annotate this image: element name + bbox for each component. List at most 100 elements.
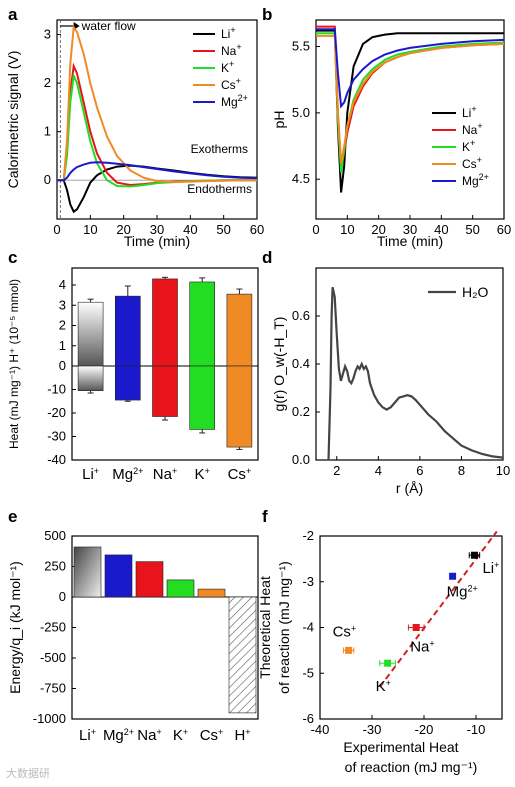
chart-f: -40 -30 -20 -10 -2 -3 -4 -5 -6 Li+Mg2+ Na+ K+ Cs+ Exp… xyxy=(257,528,503,775)
f-xtick-label: -10 xyxy=(467,722,486,737)
chart-d: 2 4 6 8 10 0.0 0.2 0.4 0.6 H₂O r (Å) g(r) O_w(-H_T) xyxy=(271,267,510,496)
a-xtick-label: 40 xyxy=(183,222,197,237)
b-series-Cs xyxy=(316,34,505,164)
a-ytick-label: 0 xyxy=(44,172,51,187)
a-legend-label-Li: Li+ xyxy=(221,25,236,41)
e-bar-Cs xyxy=(197,588,226,598)
panel-label-e: e xyxy=(8,507,17,526)
e-ytick-label: 250 xyxy=(44,559,66,574)
e-category-label-Na: Na+ xyxy=(137,727,161,744)
e-ylabel: Energy/q_i (kJ mol⁻¹) xyxy=(7,561,23,694)
d-legend-label: H₂O xyxy=(462,284,489,300)
f-ytick-label: -3 xyxy=(302,574,314,589)
f-point-label-Na: Na+ xyxy=(410,639,434,656)
e-category-label-Mg: Mg2+ xyxy=(103,727,134,744)
d-xlabel: r (Å) xyxy=(396,480,423,496)
d-ytick-label: 0.4 xyxy=(292,356,310,371)
e-category-label-K: K+ xyxy=(173,727,188,744)
f-point-Cs xyxy=(345,646,353,654)
a-legend-label-Na: Na+ xyxy=(221,42,242,58)
b-legend-label-Li: Li+ xyxy=(462,104,477,120)
c-category-label-Na: Na+ xyxy=(153,466,177,483)
c-ytick-label: -40 xyxy=(47,452,66,467)
f-ytick-label: -5 xyxy=(302,665,314,680)
b-xtick-label: 30 xyxy=(403,222,417,237)
c-ytick-label: 4 xyxy=(59,277,66,292)
e-ytick-label: -750 xyxy=(40,681,66,696)
c-ytick-label: 0 xyxy=(59,358,66,373)
f-xtick-label: -20 xyxy=(415,722,434,737)
a-xtick-label: 0 xyxy=(53,222,60,237)
a-legend-label-Mg: Mg2+ xyxy=(221,93,248,109)
f-point-label-K: K+ xyxy=(376,678,391,695)
chart-a: 0 10 20 30 40 50 60 0 1 2 3 water flow Exotherms Endo… xyxy=(5,19,264,249)
d-ylabel: g(r) O_w(-H_T) xyxy=(271,317,287,412)
chart-c: 4 3 2 1 0 -10 -20 -30 -40 Li+ Mg2+ Na+ K+ Cs+ Heat (mJ… xyxy=(7,267,259,483)
a-ytick-label: 3 xyxy=(44,27,51,42)
e-ytick-label: 500 xyxy=(44,528,66,543)
b-xlabel: Time (min) xyxy=(377,233,443,249)
f-ylabel-line2: of reaction (mJ mg⁻¹) xyxy=(276,561,292,694)
d-xtick-label: 8 xyxy=(458,463,465,478)
f-xlabel-line1: Experimental Heat xyxy=(343,739,458,755)
f-point-label-Li: Li+ xyxy=(482,560,499,577)
f-point-label-Cs: Cs+ xyxy=(333,623,357,640)
b-ytick-label: 4.5 xyxy=(292,171,310,186)
d-xtick-label: 6 xyxy=(416,463,423,478)
b-xtick-label: 50 xyxy=(465,222,479,237)
a-series-Cs xyxy=(57,24,257,184)
c-bar-lower-Cs xyxy=(226,365,253,448)
d-xtick-label: 4 xyxy=(375,463,382,478)
d-ytick-label: 0.0 xyxy=(292,452,310,467)
e-ytick-label: -500 xyxy=(40,650,66,665)
b-xtick-label: 60 xyxy=(497,222,511,237)
a-xlabel: Time (min) xyxy=(124,233,190,249)
a-xtick-label: 60 xyxy=(250,222,264,237)
d-xtick-label: 2 xyxy=(333,463,340,478)
f-point-K xyxy=(384,659,392,667)
a-series-Mg xyxy=(57,161,258,182)
b-xtick-label: 0 xyxy=(312,222,319,237)
f-point-Mg xyxy=(449,572,457,580)
a-exo-label: Exotherms xyxy=(191,142,248,156)
b-legend-label-Mg: Mg2+ xyxy=(462,172,489,188)
e-bar-Mg xyxy=(104,554,133,598)
e-category-label-Cs: Cs+ xyxy=(200,727,224,744)
c-plot-frame xyxy=(71,267,259,461)
a-flow-label: water flow xyxy=(81,19,136,33)
f-ytick-label: -6 xyxy=(302,711,314,726)
a-legend-label-Cs: Cs+ xyxy=(221,76,241,92)
c-bar-upper-K xyxy=(189,281,215,367)
c-bar-lower-Na xyxy=(152,365,178,417)
f-point-Na xyxy=(412,624,420,631)
f-ytick-label: -4 xyxy=(302,620,314,635)
a-xtick-label: 20 xyxy=(116,222,130,237)
e-bar-Li xyxy=(73,546,102,598)
watermark: 大数据研 xyxy=(6,767,50,780)
d-xtick-label: 10 xyxy=(496,463,510,478)
f-xtick-label: -40 xyxy=(311,722,330,737)
b-legend-label-Na: Na+ xyxy=(462,121,483,137)
b-xtick-label: 10 xyxy=(340,222,354,237)
c-ytick-label: 1 xyxy=(59,338,66,353)
c-ylabel: Heat (mJ mg⁻¹) H⁺ (10⁻⁵ mmol) xyxy=(7,279,21,449)
chart-e: 500 250 0 -250 -500 -750 -1000 Li+ Mg2+ Na+ K+ Cs+ H… xyxy=(7,528,259,744)
e-bar-Na xyxy=(135,561,164,598)
e-ytick-label: -250 xyxy=(40,620,66,635)
e-ytick-label: 0 xyxy=(59,589,66,604)
f-point-label-Mg: Mg2+ xyxy=(447,583,478,600)
d-ytick-label: 0.6 xyxy=(292,308,310,323)
e-category-label-Li: Li+ xyxy=(79,727,96,744)
c-ytick-label: -20 xyxy=(47,405,66,420)
b-ytick-label: 5.0 xyxy=(292,105,310,120)
panel-label-c: c xyxy=(8,248,17,267)
a-ytick-label: 1 xyxy=(44,124,51,139)
a-endo-label: Endotherms xyxy=(187,182,252,196)
c-bar-upper-Li xyxy=(77,301,104,367)
d-series-water xyxy=(327,286,504,461)
a-ytick-label: 2 xyxy=(44,75,51,90)
c-category-label-Li: Li+ xyxy=(82,466,99,483)
b-xtick-label: 40 xyxy=(434,222,448,237)
c-ytick-label: 2 xyxy=(59,318,66,333)
